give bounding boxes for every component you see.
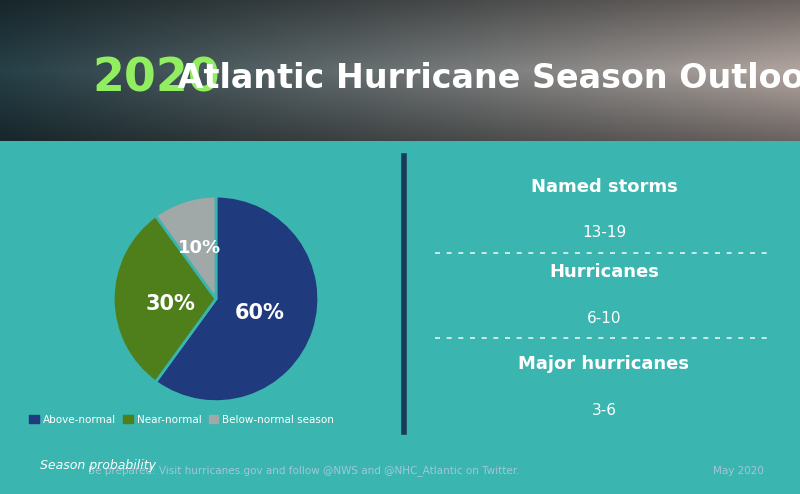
Text: 10%: 10%	[178, 239, 221, 257]
Text: May 2020: May 2020	[713, 465, 764, 476]
Text: 30%: 30%	[145, 294, 195, 314]
Text: Season probability: Season probability	[40, 459, 156, 472]
Text: Atlantic Hurricane Season Outlook: Atlantic Hurricane Season Outlook	[166, 62, 800, 95]
Text: 3-6: 3-6	[591, 403, 617, 418]
Text: 2020: 2020	[92, 56, 220, 101]
Wedge shape	[156, 196, 318, 402]
Wedge shape	[156, 196, 216, 299]
Text: Be prepared: Visit hurricanes.gov and follow @NWS and @NHC_Atlantic on Twitter.: Be prepared: Visit hurricanes.gov and fo…	[88, 465, 520, 476]
Legend: Above-normal, Near-normal, Below-normal season: Above-normal, Near-normal, Below-normal …	[30, 415, 334, 425]
Wedge shape	[114, 216, 216, 382]
Text: Named storms: Named storms	[530, 178, 678, 196]
Text: Hurricanes: Hurricanes	[549, 263, 659, 282]
Text: 60%: 60%	[235, 303, 285, 323]
Text: 13-19: 13-19	[582, 225, 626, 240]
Text: 6-10: 6-10	[586, 311, 622, 326]
Text: Major hurricanes: Major hurricanes	[518, 355, 690, 373]
